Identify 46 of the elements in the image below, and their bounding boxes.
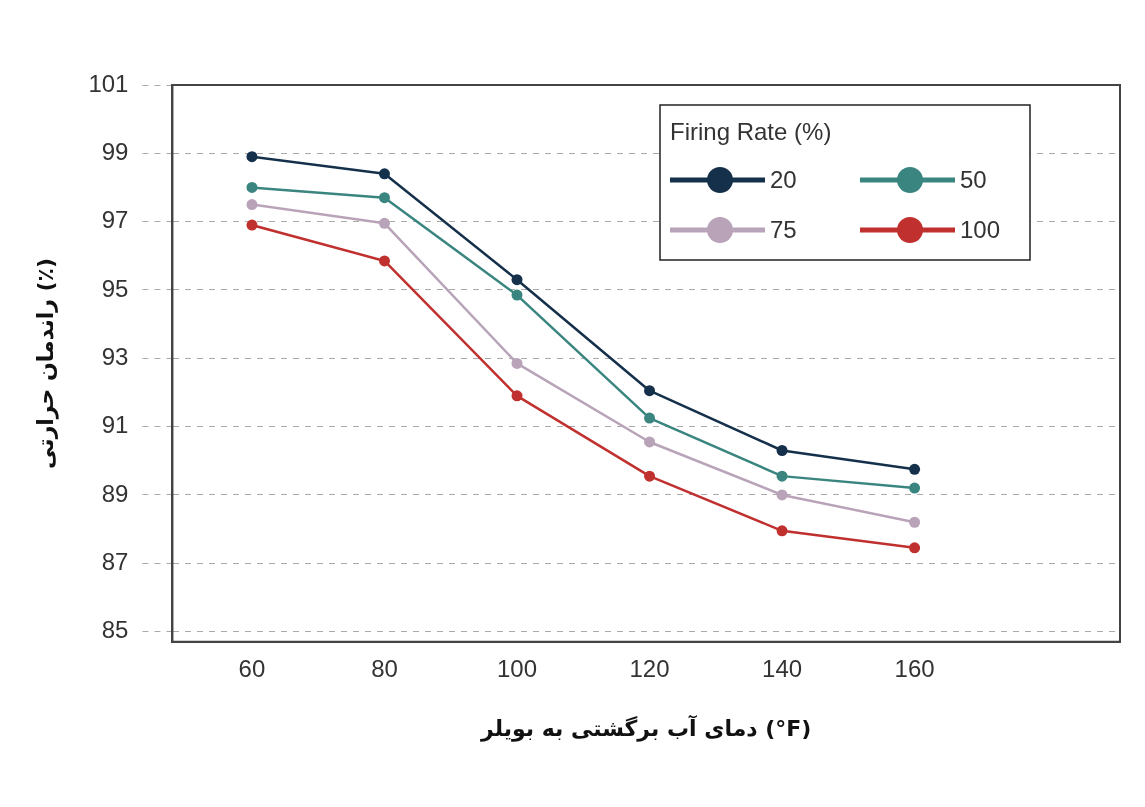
point <box>246 219 258 231</box>
x-tick-label: 80 <box>371 654 398 682</box>
point <box>644 436 656 448</box>
x-tick-label: 100 <box>496 654 538 682</box>
point <box>378 217 390 229</box>
y-tick-label: 85 <box>101 616 129 644</box>
point <box>909 542 921 554</box>
point <box>776 489 788 501</box>
point <box>909 482 921 494</box>
y-axis-title: راندمان حرارتی (٪) <box>32 257 59 469</box>
y-tick-label: 99 <box>101 137 129 165</box>
y-tick-label: 95 <box>101 274 129 302</box>
legend-label: 75 <box>770 215 797 243</box>
point <box>246 151 258 163</box>
x-axis-title: دمای آب برگشتی به بویلر (°F) <box>480 713 812 742</box>
point <box>511 390 523 402</box>
point <box>776 445 788 457</box>
legend-title: Firing Rate (%) <box>670 117 832 145</box>
point <box>246 199 258 211</box>
y-tick-label: 93 <box>101 342 129 370</box>
x-tick-label: 140 <box>762 654 803 682</box>
legend-label: 100 <box>960 215 1001 243</box>
y-tick-label: 97 <box>101 206 129 234</box>
point <box>644 412 656 424</box>
point <box>378 168 390 180</box>
point <box>776 525 788 537</box>
point <box>378 192 390 204</box>
point <box>644 470 656 482</box>
legend-label: 20 <box>770 165 797 193</box>
legend-label: 50 <box>960 165 987 193</box>
point <box>909 463 921 475</box>
point <box>909 516 921 528</box>
y-tick-label: 87 <box>101 547 129 575</box>
y-tick-label: 89 <box>101 479 129 507</box>
point <box>246 181 258 193</box>
x-tick-label: 120 <box>629 654 670 682</box>
y-tick-label: 101 <box>88 69 129 97</box>
point <box>511 289 523 301</box>
point <box>644 385 656 397</box>
x-tick-label: 60 <box>238 654 266 682</box>
point <box>511 274 523 286</box>
point <box>776 470 788 482</box>
point <box>378 255 390 267</box>
point <box>511 357 523 369</box>
y-tick-label: 91 <box>101 411 129 439</box>
x-tick-label: 160 <box>894 654 935 682</box>
